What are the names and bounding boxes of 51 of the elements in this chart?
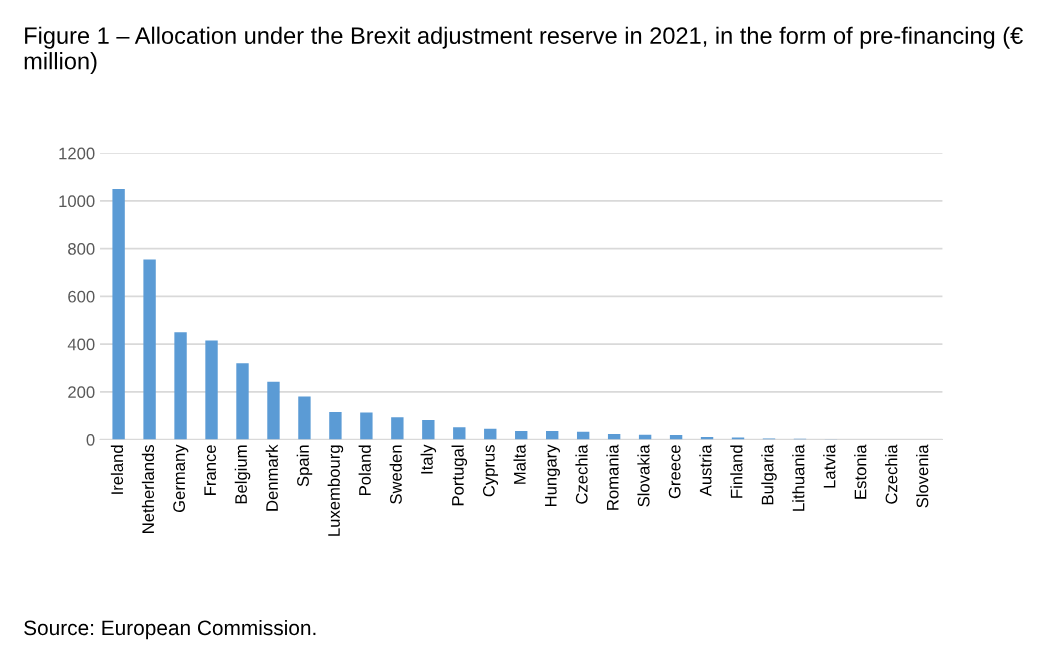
x-tick-label: Denmark — [265, 444, 278, 511]
x-tick-label: Luxembourg — [327, 445, 344, 536]
bar — [484, 428, 497, 440]
x-tick-label: Malta — [513, 444, 526, 484]
source-note: Source: European Commission. — [24, 619, 316, 640]
y-tick-label: 400 — [67, 338, 95, 351]
bar — [174, 332, 187, 440]
y-tick-label: 0 — [86, 433, 95, 446]
bar — [546, 430, 559, 440]
x-tick-label: Spain — [296, 445, 313, 487]
x-tick-label: Cyprus — [482, 445, 499, 497]
x-tick-label: Lithuania — [792, 444, 805, 511]
chart-title: Figure 1 – Allocation under the Brexit adjustment reserve in 2021, in the form of pre-financing (€ million) — [24, 26, 1023, 75]
y-tick-label: 200 — [68, 386, 95, 399]
y-tick-label: 800 — [68, 243, 95, 255]
x-tick-label: Sweden — [389, 445, 402, 504]
x-tick-label: Slovakia — [637, 444, 650, 507]
bar — [329, 412, 342, 440]
x-tick-label: France — [204, 445, 216, 495]
x-tick-label: Estonia — [854, 444, 867, 499]
x-tick-label: Poland — [358, 445, 371, 495]
x-tick-label: Greece — [668, 445, 681, 499]
x-tick-label: Ireland — [110, 445, 124, 494]
bar — [112, 188, 125, 440]
bar — [205, 340, 218, 440]
x-tick-label: Finland — [730, 445, 743, 498]
x-tick-label: Bulgaria — [761, 444, 777, 505]
bar — [515, 430, 528, 440]
bar — [422, 419, 435, 440]
x-tick-label: Austria — [699, 444, 712, 497]
x-tick-label: Czechia — [575, 444, 588, 504]
x-tick-label: Netherlands — [141, 445, 155, 533]
x-tick-label: Germany — [173, 444, 189, 513]
bar — [298, 396, 311, 440]
x-tick-label: Belgium — [234, 445, 251, 504]
x-tick-label: Italy — [420, 444, 437, 474]
y-tick-label: 600 — [68, 290, 95, 303]
bar — [236, 363, 249, 440]
bar — [360, 412, 373, 440]
bar — [453, 427, 466, 440]
x-tick-label: Hungary — [545, 444, 560, 507]
y-tick-label: 1200 — [59, 147, 95, 160]
x-tick-label: Slovenia — [916, 444, 929, 508]
x-tick-label: Romania — [606, 444, 619, 510]
bar — [143, 259, 156, 440]
x-tick-label: Latvia — [823, 444, 836, 488]
x-tick-label: Czechia — [885, 444, 898, 504]
bar — [391, 417, 404, 440]
y-tick-label: 1000 — [59, 195, 95, 208]
x-tick-label: Portugal — [451, 445, 468, 506]
bar — [267, 381, 280, 440]
